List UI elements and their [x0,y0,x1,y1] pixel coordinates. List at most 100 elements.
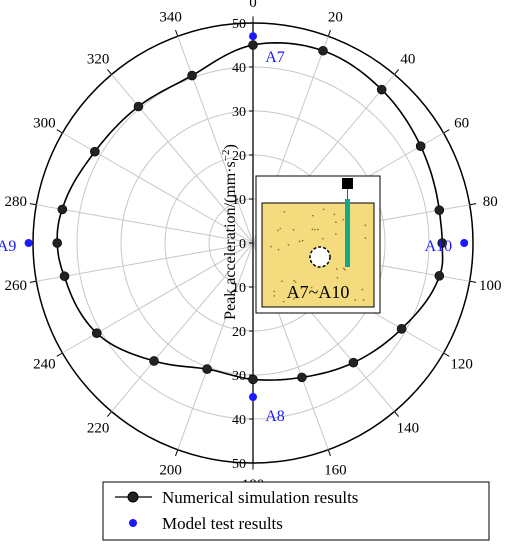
model-test-point [249,32,257,41]
radial-tick-label: 40 [232,413,246,428]
legend-marker-model [129,519,137,527]
angle-tick [175,449,179,457]
numerical-point [52,238,63,248]
model-test-point-label: A7 [265,49,285,66]
numerical-point [149,356,159,366]
numerical-point [318,45,328,56]
y-axis-title-main: Peak acceleration/(mm·s [222,161,239,320]
numerical-point [91,328,102,339]
soil-speckle [335,221,337,223]
legend-box [102,481,490,541]
soil-speckle [364,224,367,226]
soil-speckle [342,218,345,221]
soil-speckle [294,281,297,283]
numerical-point [434,205,445,215]
soil-speckle [333,213,336,216]
numerical-point [348,357,359,368]
model-test-points: A7 A10 A8 A9 [0,32,469,425]
soil-speckles [270,208,367,303]
angle-label: 260 [5,278,28,294]
soil-speckle [298,240,301,243]
soil-speckle [287,243,290,246]
angle-label: 80 [483,194,498,210]
soil-speckle [281,280,283,282]
radial-tick-label: 10 [232,281,246,296]
legend: Numerical simulation results Model test … [102,481,490,541]
numerical-series-curve [56,41,444,381]
model-test-point [460,239,469,247]
angle-label: 60 [454,116,469,132]
soil-speckle [344,268,346,271]
angle-tick [394,69,400,75]
radial-tick-label: 20 [232,325,246,340]
numerical-point [57,204,68,215]
radial-tick-label: 50 [232,457,246,472]
radial-tick-label: 30 [232,105,246,120]
angle-tick [175,29,179,37]
numerical-point [133,101,144,112]
angle-tick [469,203,477,206]
angle-label: 280 [5,194,28,210]
pile-bar [345,199,350,267]
angle-label: 220 [87,421,110,437]
soil-speckle [290,291,292,293]
numerical-point [59,271,70,282]
soil-speckle [283,211,286,213]
numerical-point [202,364,212,374]
soil-speckle [312,214,314,217]
numerical-point [415,141,426,151]
numerical-point [437,238,448,248]
soil-speckle [301,239,304,242]
soil-speckle [273,290,275,293]
angle-label: 300 [33,116,56,132]
angle-tick [29,203,37,206]
tunnel-circle [309,246,331,268]
angle-tick [327,449,331,457]
angle-tick [56,129,63,134]
soil-speckle [362,299,365,301]
soil-speckle [361,288,364,291]
angle-label: 240 [33,356,56,372]
model-test-point [24,239,33,247]
legend-label-numerical: Numerical simulation results [162,488,358,507]
radial-tick-label: 20 [232,149,246,164]
numerical-point [396,323,407,334]
soil-speckle [282,300,285,303]
model-test-point-label: A10 [425,238,453,255]
angle-label: 20 [328,10,343,26]
radial-tick-label: 50 [232,17,246,32]
angle-label: 340 [159,10,182,26]
radial-tick-label: 40 [232,61,246,76]
y-axis-title: Peak acceleration/(mm·s−2) [220,144,239,320]
soil-speckle [314,228,316,231]
numerical-point [90,146,100,157]
angle-label: 100 [479,278,502,294]
soil-speckle [279,227,281,230]
soil-speckle [342,267,345,270]
soil-speckle [336,276,339,279]
legend-label-model: Model test results [162,514,283,533]
model-test-point-label: A9 [0,238,16,255]
angle-label: 40 [400,51,415,67]
y-axis-title-sup: −2 [220,150,232,162]
numerical-point [434,271,445,281]
soil-speckle [336,268,338,270]
numerical-point [297,372,307,383]
angle-tick [56,352,63,357]
soil-speckle [354,299,357,301]
angle-tick [443,352,450,357]
numerical-point [248,374,258,385]
angle-label: 0 [249,0,257,11]
inset-schematic: A7~A10 [255,175,381,314]
grid-spoke [177,36,254,244]
grid-spoke [177,242,254,450]
grid-spoke [36,242,254,282]
soil-speckle [310,286,313,289]
soil-speckle [273,295,276,297]
angle-label: 140 [397,421,420,437]
soil-speckle [311,228,314,231]
y-axis-title-tail: ) [222,144,239,149]
angle-tick [29,280,37,283]
soil-speckle [292,228,295,231]
